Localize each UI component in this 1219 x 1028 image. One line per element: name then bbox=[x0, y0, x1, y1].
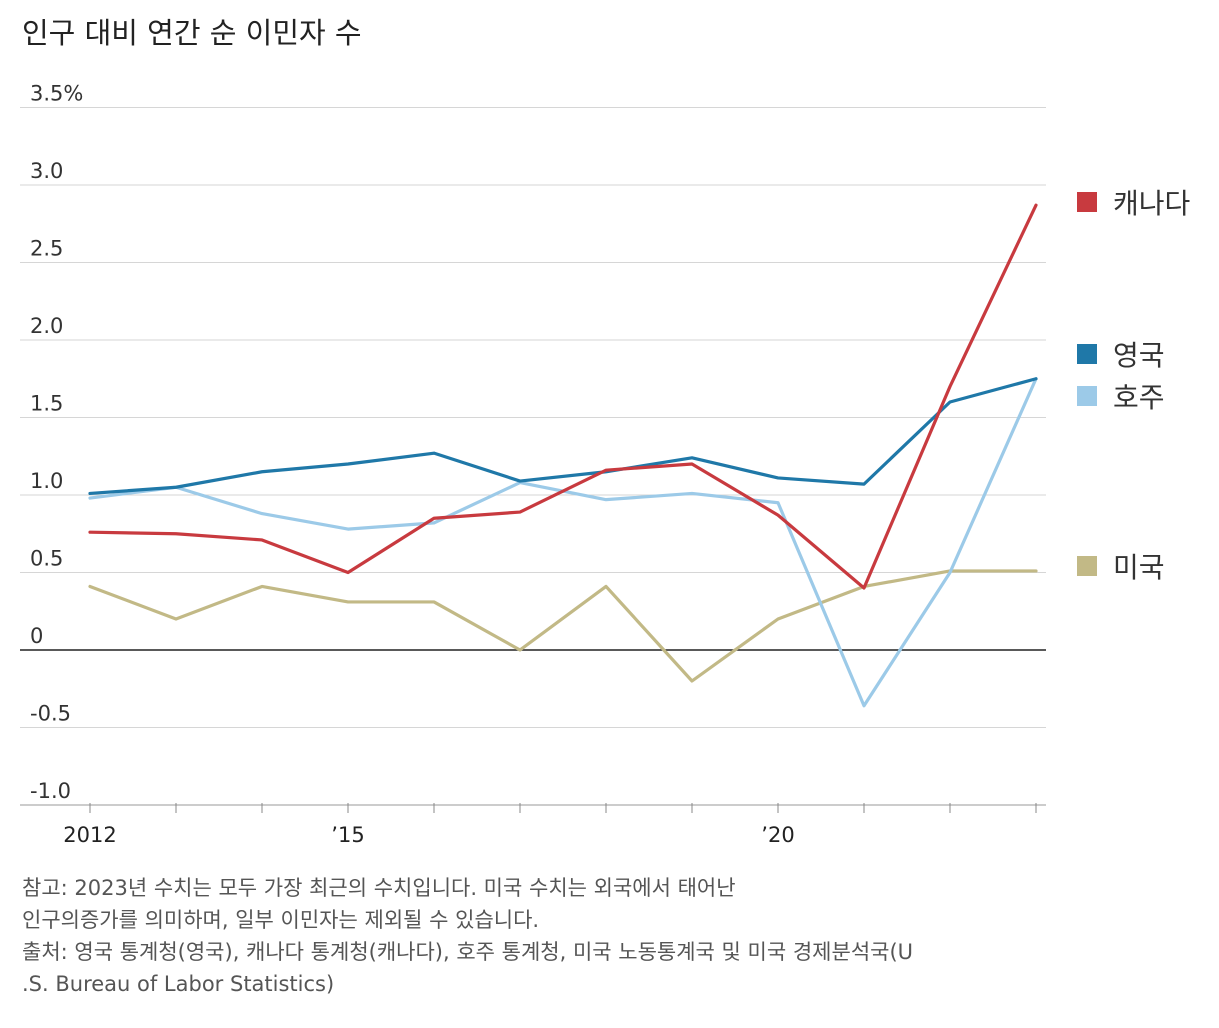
y-tick-label: -0.5 bbox=[30, 702, 71, 726]
x-tick-label: 2012 bbox=[63, 823, 116, 847]
legend-swatch bbox=[1077, 556, 1097, 576]
y-tick-label: 0 bbox=[30, 624, 43, 648]
x-axis: 2012 ’15 ’20 bbox=[20, 803, 1046, 847]
y-tick-label: 0.5 bbox=[30, 547, 63, 571]
y-tick-label: 2.5 bbox=[30, 237, 63, 261]
chart-title: 인구 대비 연간 순 이민자 수 bbox=[22, 16, 362, 50]
legend-label: 미국 bbox=[1113, 551, 1165, 584]
legend-label: 영국 bbox=[1113, 339, 1165, 372]
series-line bbox=[88, 377, 1038, 496]
y-tick-label: -1.0 bbox=[30, 779, 71, 803]
legend-swatch bbox=[1077, 344, 1097, 364]
y-tick-label: 3.0 bbox=[30, 159, 63, 183]
legend-label: 호주 bbox=[1113, 381, 1165, 414]
series-line bbox=[88, 203, 1038, 590]
series-line bbox=[88, 569, 1038, 683]
source-line: 출처: 영국 통계청(영국), 캐나다 통계청(캐나다), 호주 통계청, 미국… bbox=[22, 940, 914, 964]
chart-notes: 참고: 2023년 수치는 모두 가장 최근의 수치입니다. 미국 수치는 외국… bbox=[22, 872, 1202, 1000]
legend-swatch bbox=[1077, 192, 1097, 212]
legend-swatch bbox=[1077, 386, 1097, 406]
note-line: 참고: 2023년 수치는 모두 가장 최근의 수치입니다. 미국 수치는 외국… bbox=[22, 876, 736, 900]
y-axis-ticks: 3.5% 3.0 2.5 2.0 1.5 1.0 0.5 0 -0.5 -1.0 bbox=[30, 82, 83, 804]
x-tick-label: ’20 bbox=[761, 823, 794, 847]
line-chart: 3.5% 3.0 2.5 2.0 1.5 1.0 0.5 0 -0.5 -1.0 2012 ’15 ’… bbox=[20, 82, 1190, 847]
legend-label: 캐나다 bbox=[1113, 187, 1190, 220]
y-tick-label: 2.0 bbox=[30, 314, 63, 338]
series-line bbox=[88, 377, 1038, 708]
y-tick-label: 3.5% bbox=[30, 82, 83, 106]
note-line: 인구의증가를 의미하며, 일부 이민자는 제외될 수 있습니다. bbox=[22, 908, 540, 932]
y-tick-label: 1.0 bbox=[30, 469, 63, 493]
series-lines bbox=[88, 203, 1038, 708]
x-tick-label: ’15 bbox=[331, 823, 364, 847]
y-tick-label: 1.5 bbox=[30, 392, 63, 416]
source-line: .S. Bureau of Labor Statistics) bbox=[22, 972, 335, 996]
